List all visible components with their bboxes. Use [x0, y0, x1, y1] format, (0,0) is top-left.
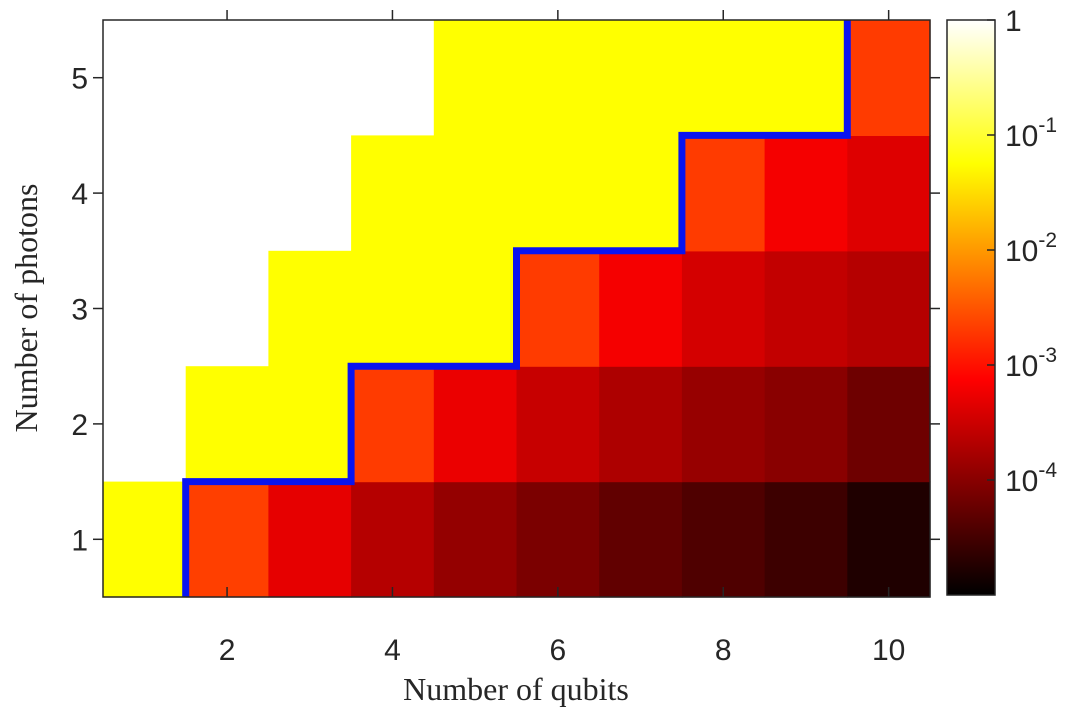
y-axis-label: Number of photons [8, 184, 44, 433]
heatmap-cell [681, 250, 766, 367]
y-tick-label: 5 [71, 63, 88, 96]
heatmap-cell [764, 135, 848, 252]
colorbar-tick-label: 10-3 [1005, 344, 1057, 383]
boundary-line [182, 20, 851, 597]
colorbar-frame [946, 19, 996, 596]
heatmap-cell [433, 135, 518, 252]
heatmap-cell [103, 481, 187, 598]
x-tick-label: 4 [384, 634, 401, 667]
heatmap-cell [268, 366, 352, 483]
heatmap-cell [599, 135, 683, 252]
heatmap-cell [847, 481, 931, 598]
heatmap-cell [268, 250, 352, 367]
heatmap-cells [103, 20, 931, 598]
heatmap-cell [351, 250, 435, 367]
heatmap-cell [433, 366, 518, 483]
heatmap-cell [516, 366, 600, 483]
heatmap-cell [185, 481, 269, 598]
heatmap-cell [268, 481, 352, 598]
heatmap-cell [681, 20, 766, 136]
colorbar-tick-label: 10-4 [1005, 459, 1057, 498]
heatmap-cell [681, 135, 766, 252]
heatmap-cell [599, 481, 683, 598]
x-ticks: 2 4 6 8 10 [219, 10, 905, 667]
heatmap-cell [599, 366, 683, 483]
x-tick-label: 6 [550, 634, 567, 667]
heatmap-cell [599, 20, 683, 136]
heatmap-cell [351, 366, 435, 483]
y-ticks: 1 2 3 4 5 [71, 63, 940, 557]
heatmap-cell [681, 366, 766, 483]
heatmap-cell [847, 135, 931, 252]
x-axis-label: Number of qubits [403, 671, 629, 707]
heatmap-cell [433, 250, 518, 367]
heatmap-cell [847, 250, 931, 367]
y-tick-label: 1 [71, 524, 88, 557]
y-tick-label: 2 [71, 409, 88, 442]
heatmap-cell [351, 481, 435, 598]
heatmap-cell [599, 250, 683, 367]
heatmap-cell [764, 481, 848, 598]
heatmap-cell [433, 20, 518, 136]
x-tick-label: 8 [715, 634, 732, 667]
colorbar-tick-label: 10-1 [1005, 114, 1057, 153]
heatmap-cell [185, 366, 269, 483]
y-tick-label: 4 [71, 178, 88, 211]
heatmap-cell [681, 481, 766, 598]
heatmap-cell [764, 20, 848, 136]
colorbar: 1 10-1 10-2 10-3 10-4 [946, 5, 1057, 596]
heatmap-cell [764, 366, 848, 483]
heatmap-cell [516, 250, 600, 367]
x-tick-label: 2 [219, 634, 236, 667]
heatmap-cell [516, 20, 600, 136]
colorbar-gradient [947, 20, 995, 595]
heatmap-cell [847, 20, 931, 136]
heatmap-cell [847, 366, 931, 483]
heatmap-cell [764, 250, 848, 367]
x-tick-label: 10 [872, 634, 905, 667]
heatmap-cell [516, 135, 600, 252]
colorbar-tick-label: 10-2 [1005, 229, 1057, 268]
colorbar-tick-label: 1 [1005, 5, 1022, 38]
y-tick-label: 3 [71, 294, 88, 327]
colorbar-ticks: 1 10-1 10-2 10-3 10-4 [987, 5, 1057, 498]
heatmap-cell [351, 135, 435, 252]
heatmap-cell [516, 481, 600, 598]
heatmap-cell [433, 481, 518, 598]
